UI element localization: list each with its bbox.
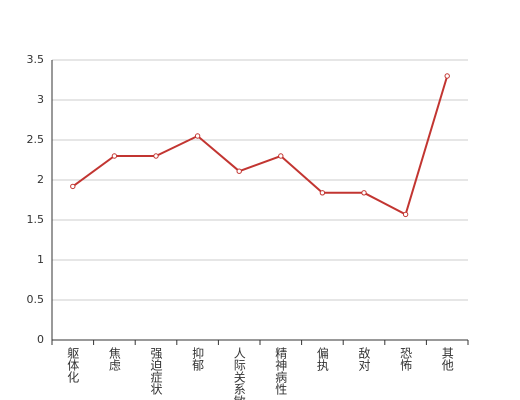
point xyxy=(444,73,450,79)
x-tick-label: 精神病性 xyxy=(274,347,288,396)
x-tick-label: 躯体化 xyxy=(66,346,80,384)
y-tick-label: 2.5 xyxy=(27,133,45,146)
y-tick-label: 3.5 xyxy=(27,53,45,66)
x-tick-label: 人际关系敏感 xyxy=(232,347,246,400)
point xyxy=(278,153,284,159)
point xyxy=(111,153,118,159)
x-tick-label: 强迫症状 xyxy=(149,347,163,395)
y-tick-label: 0 xyxy=(37,333,44,346)
x-tick-label: 偏执 xyxy=(315,346,329,372)
x-tick-label: 抑郁 xyxy=(191,346,205,372)
point xyxy=(70,183,76,190)
y-tick-label: 2 xyxy=(37,173,44,186)
y-tick-label: 1.5 xyxy=(27,213,45,226)
point xyxy=(236,168,242,174)
point xyxy=(361,190,367,196)
point xyxy=(194,133,201,139)
x-tick-label: 焦虑 xyxy=(107,347,121,371)
point xyxy=(153,153,159,159)
point xyxy=(319,190,326,196)
x-tick-label: 其他 xyxy=(440,347,454,371)
point xyxy=(402,211,409,218)
x-tick-label: 敌对 xyxy=(357,346,371,371)
line xyxy=(72,75,449,216)
y-tick-label: 0.5 xyxy=(27,293,45,306)
y-tick-label: 3 xyxy=(37,93,44,106)
x-tick-label: 恐怖 xyxy=(399,347,413,371)
y-tick-label: 1 xyxy=(37,253,44,266)
